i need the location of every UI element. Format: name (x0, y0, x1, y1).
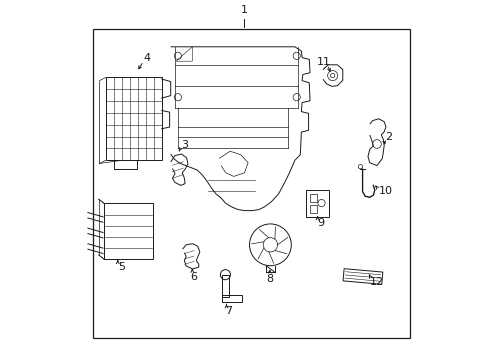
Text: 11: 11 (316, 57, 330, 67)
Bar (104, 203, 152, 259)
Text: 6: 6 (190, 272, 197, 282)
Text: 12: 12 (369, 276, 383, 287)
Text: 7: 7 (224, 306, 231, 316)
Text: 2: 2 (384, 132, 391, 142)
Bar (222, 275, 228, 297)
Text: 9: 9 (317, 218, 324, 228)
Bar (106, 77, 162, 160)
Bar (93, 29, 409, 338)
Bar (309, 205, 316, 213)
Text: 4: 4 (143, 53, 151, 63)
Text: 5: 5 (119, 262, 125, 273)
Text: 8: 8 (265, 274, 273, 284)
Text: 10: 10 (378, 186, 392, 196)
Text: 1: 1 (241, 5, 247, 15)
Bar (222, 295, 242, 302)
Bar (306, 190, 328, 217)
Bar (309, 194, 316, 202)
Text: 3: 3 (181, 140, 188, 150)
Bar (343, 269, 382, 284)
